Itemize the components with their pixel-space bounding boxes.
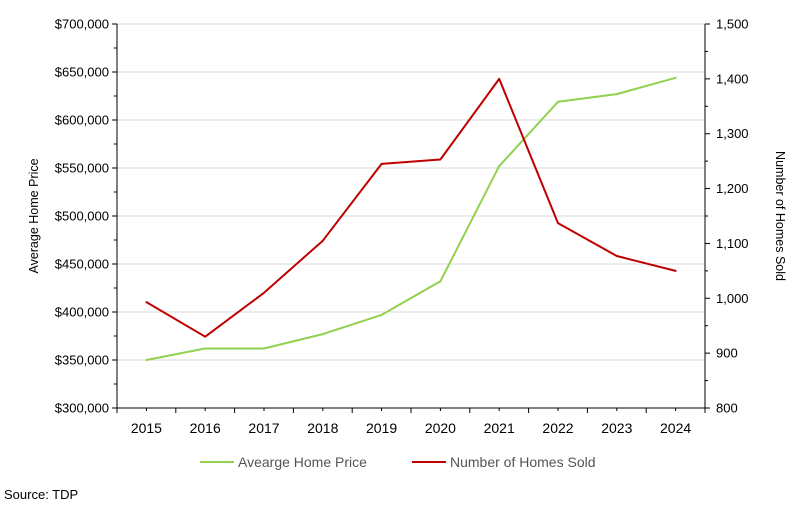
- x-tick-label: 2016: [190, 420, 221, 436]
- series-line-0: [146, 76, 676, 361]
- left-tick-label: $350,000: [55, 353, 109, 368]
- right-tick-label: 1,200: [716, 181, 749, 196]
- x-tick-label: 2015: [131, 420, 162, 436]
- data-point-series-0: [498, 165, 501, 168]
- data-point-series-1: [204, 335, 207, 338]
- data-point-series-1: [498, 77, 501, 80]
- right-axis-title: Number of Homes Sold: [773, 151, 787, 281]
- data-point-series-1: [615, 255, 618, 258]
- axes: [112, 23, 710, 413]
- series-lines: [145, 76, 677, 361]
- legend-label-average-home-price: Avearge Home Price: [238, 454, 367, 470]
- x-tick-label: 2021: [484, 420, 515, 436]
- data-point-series-1: [439, 158, 442, 161]
- data-point-series-1: [380, 162, 383, 165]
- series-line-1: [145, 77, 676, 338]
- x-axis-tick-labels: 2015 2016 2017 2018 2019 2020 2021 2022 2023 2024: [131, 420, 692, 436]
- x-tick-label: 2018: [307, 420, 338, 436]
- left-tick-label: $600,000: [55, 113, 109, 128]
- data-point-series-0: [380, 313, 383, 316]
- x-tick-label: 2017: [248, 420, 279, 436]
- data-point-series-1: [263, 291, 265, 294]
- data-point-series-1: [145, 301, 148, 304]
- right-tick-label: 1,300: [716, 126, 749, 141]
- right-tick-label: 1,000: [716, 291, 749, 306]
- right-axis-tick-labels: 800 900 1,000 1,100 1,200 1,300 1,400 1,500: [716, 17, 749, 416]
- right-tick-label: 800: [716, 401, 738, 416]
- data-point-series-1: [321, 239, 324, 242]
- data-point-series-0: [145, 359, 148, 361]
- x-tick-label: 2023: [601, 420, 632, 436]
- x-tick-label: 2019: [366, 420, 397, 436]
- left-axis-tick-labels: $300,000 $350,000 $400,000 $450,000 $500,000…: [55, 17, 109, 416]
- data-point-series-0: [321, 333, 324, 336]
- left-tick-label: $550,000: [55, 161, 109, 176]
- left-tick-label: $700,000: [55, 17, 109, 32]
- right-tick-label: 1,500: [716, 17, 749, 32]
- legend: Avearge Home Price Number of Homes Sold: [200, 454, 596, 470]
- data-point-series-0: [263, 347, 265, 350]
- left-tick-label: $450,000: [55, 257, 109, 272]
- gridlines: [117, 23, 705, 361]
- left-tick-label: $500,000: [55, 209, 109, 224]
- x-tick-label: 2024: [660, 420, 691, 436]
- data-point-series-0: [615, 93, 618, 96]
- left-tick-label: $300,000: [55, 401, 109, 416]
- data-point-series-1: [674, 269, 677, 272]
- data-point-series-0: [674, 76, 677, 79]
- legend-label-number-of-homes-sold: Number of Homes Sold: [450, 454, 596, 470]
- x-tick-label: 2020: [425, 420, 456, 436]
- data-point-series-1: [557, 222, 559, 225]
- right-tick-label: 1,100: [716, 236, 749, 251]
- left-tick-label: $650,000: [55, 65, 109, 80]
- right-tick-label: 1,400: [716, 71, 749, 86]
- left-tick-label: $400,000: [55, 305, 109, 320]
- source-note: Source: TDP: [4, 487, 78, 502]
- left-axis-title: Average Home Price: [27, 158, 41, 273]
- data-point-series-0: [557, 100, 559, 103]
- right-tick-label: 900: [716, 346, 738, 361]
- data-point-series-0: [204, 347, 207, 350]
- x-tick-label: 2022: [542, 420, 573, 436]
- data-point-series-0: [439, 280, 442, 283]
